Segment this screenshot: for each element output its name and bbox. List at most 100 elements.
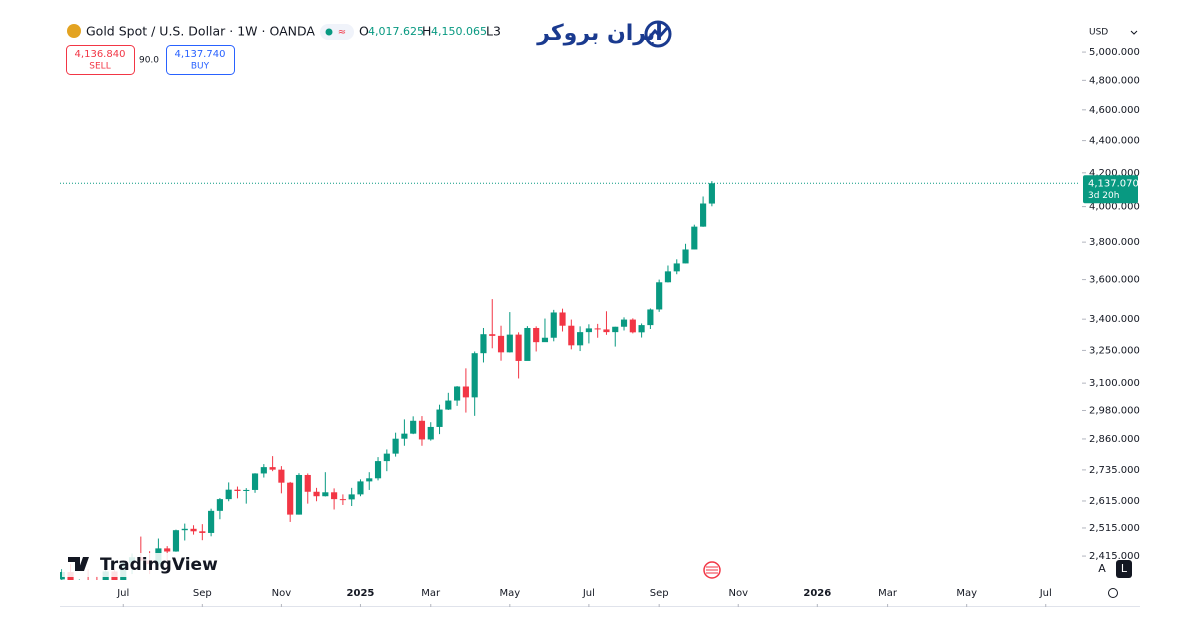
candle-body [515,334,522,361]
candle-body [190,528,197,532]
x-tick-label: Mar [421,588,441,599]
candle-body [524,327,531,361]
x-tick-label: 2026 [803,588,831,599]
status-badge: ≈ [338,27,346,38]
currency[interactable]: USD [1089,28,1108,38]
y-tick-label: 2,515.000 [1089,523,1140,534]
candle-body [577,332,584,346]
candle-body [497,335,505,353]
y-tick-label: 4,800.000 [1089,75,1140,86]
candle-body [629,319,636,333]
candle-body [313,491,320,497]
candle-body [550,312,557,338]
status-chip [320,24,354,40]
candle-body [612,326,619,333]
candle-body [585,328,592,333]
y-tick-label: 4,000.000 [1089,202,1140,213]
logo-text[interactable]: TradingView [100,555,218,575]
candle-body [225,489,232,500]
y-tick-label: 3,800.000 [1089,237,1140,248]
y-tick-label: 3,250.000 [1089,345,1140,356]
candle-body [322,492,329,497]
candle-body [287,482,294,515]
candle-body [664,271,672,283]
candle-body [366,478,373,482]
candle-body [427,426,434,440]
y-tick-label: 4,400.000 [1089,136,1140,147]
x-tick-label: Mar [878,588,898,599]
candle-body [278,469,285,483]
candle-body [489,334,496,336]
x-tick-label: Sep [193,588,212,599]
candle-body [260,467,267,474]
last-price-tag [1083,175,1138,204]
buy-price: 4,137.740 [175,49,226,60]
candle-body [471,353,478,398]
candle-body [708,183,715,204]
candle-body [418,420,426,440]
candle-body [603,329,610,333]
x-tick-label: May [499,588,520,599]
candle-body [164,548,171,552]
candle-body [374,461,382,479]
buy-label: BUY [191,62,210,72]
log-scale-bg [1116,560,1132,578]
sell-label: SELL [89,62,110,72]
candle-body [594,328,601,330]
y-tick-label: 3,100.000 [1089,378,1140,389]
y-tick-label: 2,980.000 [1089,405,1140,416]
log-scale[interactable]: L [1121,562,1128,575]
candle-body [199,531,206,533]
settings-icon[interactable] [1108,588,1118,598]
x-tick-label: Nov [272,588,292,599]
y-tick-label: 3,400.000 [1089,314,1140,325]
candle-body [656,282,663,310]
candle-body [638,325,645,333]
candle-body [85,580,91,584]
candle-body [401,433,408,439]
watermark-arrow [647,26,670,39]
candle-body [331,492,338,500]
ohlc-h-label: H [422,24,431,39]
candle-body [691,226,698,250]
candle-body [295,474,303,515]
symbol-title[interactable]: Gold Spot / U.S. Dollar · 1W · OANDA [86,24,315,39]
candle-body [647,309,654,326]
candle-body [251,473,259,490]
ohlc-o-value: 4,017.625 [368,25,424,38]
last-price-label: 4,137.070 [1088,178,1139,189]
candle-body [208,510,215,533]
candle-body [304,474,311,492]
countdown: 3d 20h [1088,191,1119,201]
candle-body [480,334,487,354]
candle-body [234,489,241,491]
candle-body [216,499,223,511]
candle-body [700,203,707,227]
ohlc-h-value: 4,150.065 [431,25,487,38]
x-tick-label: Jul [116,588,129,599]
auto-scale[interactable]: A [1098,562,1106,575]
candle-body [541,337,549,343]
candle-body [392,438,399,454]
y-tick-label: 4,600.000 [1089,105,1140,116]
watermark: ایران بروکر [536,21,663,46]
y-tick-label: 3,600.000 [1089,275,1140,286]
sell-button[interactable] [66,45,135,75]
candle-body [533,327,540,343]
candle-body [243,489,250,491]
candle-body [383,453,390,462]
buy-button[interactable] [166,45,235,75]
plot-area [60,181,1080,592]
y-tick-label: 2,860.000 [1089,434,1140,445]
candle-body [339,499,346,501]
candle-body [454,386,461,401]
x-tick-label: 2025 [347,588,375,599]
candle-body [357,481,364,495]
x-tick-label: May [956,588,977,599]
candle-body [348,494,355,500]
candle-body [76,580,82,592]
x-tick-label: Nov [728,588,748,599]
candle-body [436,409,443,427]
event-flag-stripes [706,566,718,574]
